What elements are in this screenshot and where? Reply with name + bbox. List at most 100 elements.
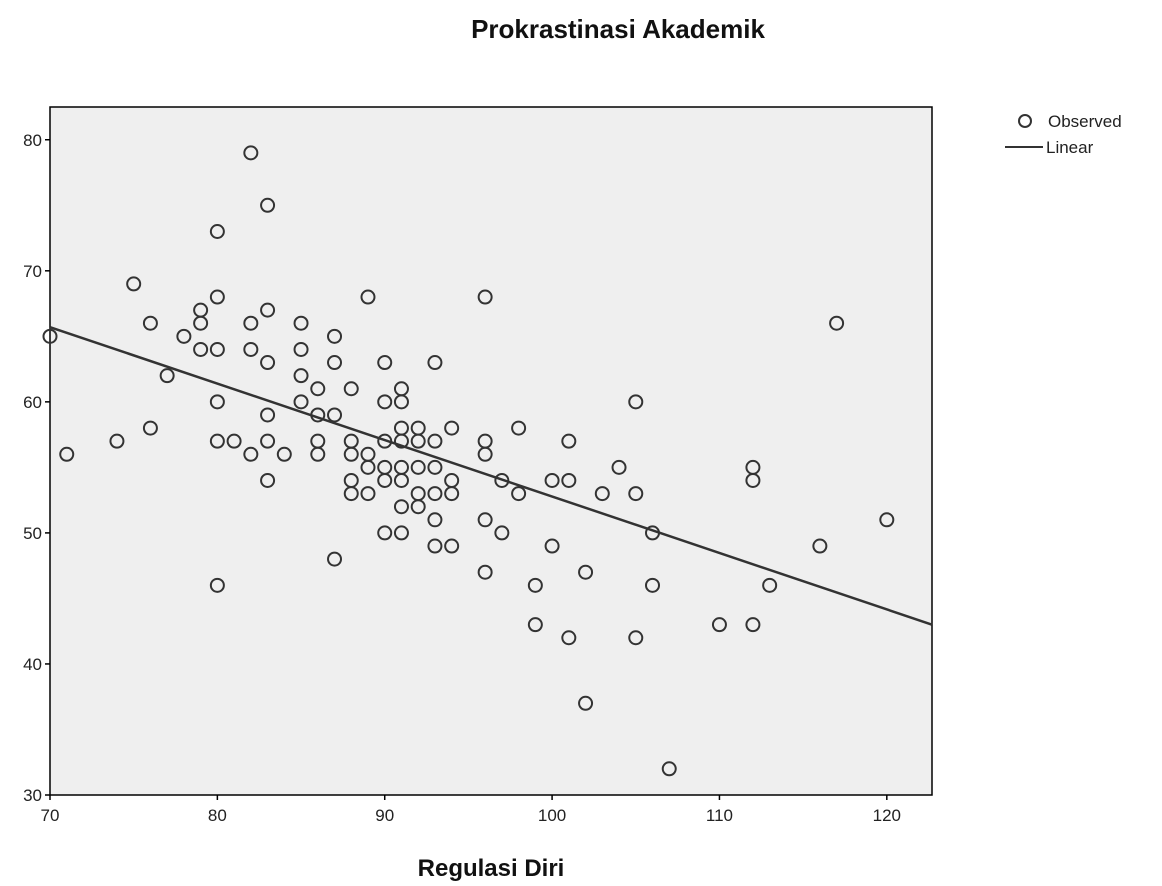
- observed-point: [711, 617, 727, 633]
- observed-point: [393, 525, 409, 541]
- observed-point: [544, 538, 560, 554]
- observed-point: [327, 551, 343, 567]
- chart-title: Prokrastinasi Akademik: [471, 14, 765, 44]
- observed-point: [360, 486, 376, 502]
- observed-point: [410, 499, 426, 515]
- observed-point: [209, 394, 225, 410]
- observed-point: [260, 472, 276, 488]
- y-tick-label: 80: [23, 131, 42, 150]
- observed-point: [477, 289, 493, 305]
- observed-point: [511, 486, 527, 502]
- observed-point: [410, 459, 426, 475]
- observed-point: [209, 341, 225, 357]
- y-tick-label: 50: [23, 524, 42, 543]
- observed-point: [260, 407, 276, 423]
- observed-point: [377, 472, 393, 488]
- observed-point: [343, 381, 359, 397]
- observed-point: [393, 499, 409, 515]
- observed-point: [561, 433, 577, 449]
- observed-point: [243, 315, 259, 331]
- observed-point: [393, 394, 409, 410]
- x-tick-label: 120: [873, 806, 901, 825]
- observed-point: [377, 394, 393, 410]
- observed-point: [377, 525, 393, 541]
- observed-point: [310, 381, 326, 397]
- observed-points: [42, 145, 895, 777]
- legend: Observed Linear: [1005, 112, 1122, 157]
- legend-observed-label: Observed: [1048, 112, 1122, 131]
- observed-point: [209, 577, 225, 593]
- observed-point: [377, 355, 393, 371]
- observed-point: [176, 328, 192, 344]
- observed-point: [327, 355, 343, 371]
- observed-point: [293, 341, 309, 357]
- observed-point: [477, 564, 493, 580]
- observed-point: [209, 223, 225, 239]
- observed-point: [243, 446, 259, 462]
- observed-point: [360, 289, 376, 305]
- linear-fit: [49, 325, 933, 626]
- observed-point: [561, 472, 577, 488]
- observed-point: [42, 328, 58, 344]
- observed-point: [611, 459, 627, 475]
- observed-point: [260, 197, 276, 213]
- observed-point: [260, 433, 276, 449]
- x-axis: 70 80 90 100 110 120: [41, 795, 901, 825]
- observed-point: [879, 512, 895, 528]
- observed-point: [109, 433, 125, 449]
- observed-point: [544, 472, 560, 488]
- observed-point: [193, 341, 209, 357]
- observed-point: [293, 368, 309, 384]
- observed-point: [628, 486, 644, 502]
- observed-point: [661, 761, 677, 777]
- observed-point: [444, 420, 460, 436]
- observed-point: [578, 564, 594, 580]
- observed-point: [343, 486, 359, 502]
- y-tick-label: 60: [23, 393, 42, 412]
- observed-point: [260, 355, 276, 371]
- observed-point: [126, 276, 142, 292]
- observed-point: [444, 538, 460, 554]
- observed-point: [310, 446, 326, 462]
- x-tick-label: 80: [208, 806, 227, 825]
- x-tick-label: 110: [706, 806, 733, 825]
- observed-point: [527, 617, 543, 633]
- x-tick-label: 70: [41, 806, 60, 825]
- observed-point: [829, 315, 845, 331]
- observed-point: [427, 459, 443, 475]
- observed-point: [393, 433, 409, 449]
- observed-point: [260, 302, 276, 318]
- observed-point: [243, 145, 259, 161]
- observed-point: [59, 446, 75, 462]
- observed-point: [477, 512, 493, 528]
- observed-point: [243, 341, 259, 357]
- observed-point: [209, 289, 225, 305]
- observed-point: [193, 315, 209, 331]
- y-axis: 30 40 50 60 70 80: [23, 131, 50, 805]
- observed-point: [327, 328, 343, 344]
- observed-point: [293, 315, 309, 331]
- observed-point: [444, 486, 460, 502]
- observed-point: [628, 630, 644, 646]
- observed-point: [745, 472, 761, 488]
- observed-point: [511, 420, 527, 436]
- observed-point: [745, 617, 761, 633]
- observed-point: [527, 577, 543, 593]
- y-tick-label: 40: [23, 655, 42, 674]
- observed-point: [276, 446, 292, 462]
- observed-point: [494, 525, 510, 541]
- observed-point: [645, 577, 661, 593]
- observed-point: [628, 394, 644, 410]
- observed-point: [561, 630, 577, 646]
- observed-point: [594, 486, 610, 502]
- observed-point: [427, 433, 443, 449]
- observed-point: [360, 459, 376, 475]
- x-tick-label: 90: [375, 806, 394, 825]
- legend-linear-label: Linear: [1046, 138, 1094, 157]
- observed-point: [578, 695, 594, 711]
- linear-fit-line: [49, 325, 933, 626]
- observed-point: [427, 355, 443, 371]
- observed-point: [327, 407, 343, 423]
- observed-point: [427, 486, 443, 502]
